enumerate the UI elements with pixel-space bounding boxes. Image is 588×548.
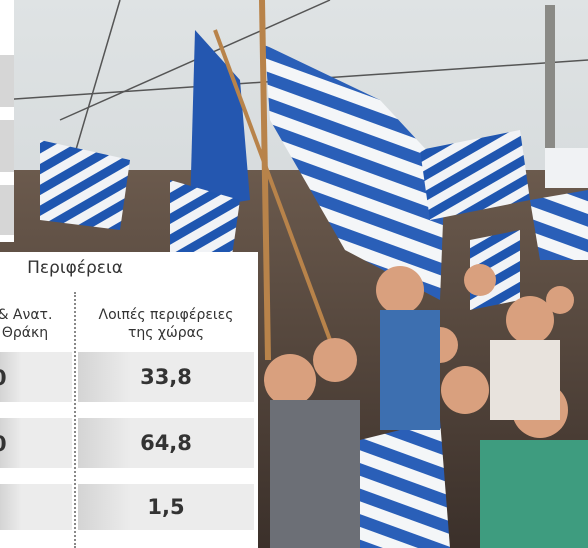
table-cell: 0 bbox=[0, 366, 7, 390]
upper-panel-edge bbox=[0, 0, 14, 242]
page: Περιφέρεια & Ανατ. Θράκη Λοιπές περιφέρε… bbox=[0, 0, 588, 548]
table-cell: 33,8 bbox=[78, 352, 254, 402]
table-title: Περιφέρεια bbox=[0, 258, 150, 278]
column-header: Λοιπές περιφέρειες της χώρας bbox=[80, 306, 252, 342]
table-cell: 0 bbox=[0, 432, 7, 456]
table-cell: 64,8 bbox=[78, 418, 254, 468]
table-cell: 1,5 bbox=[78, 484, 254, 530]
column-divider bbox=[74, 292, 76, 548]
cell-bg bbox=[0, 418, 72, 468]
cell-bg bbox=[0, 484, 72, 530]
cell-bg bbox=[0, 352, 72, 402]
column-header: & Ανατ. Θράκη bbox=[0, 306, 70, 342]
